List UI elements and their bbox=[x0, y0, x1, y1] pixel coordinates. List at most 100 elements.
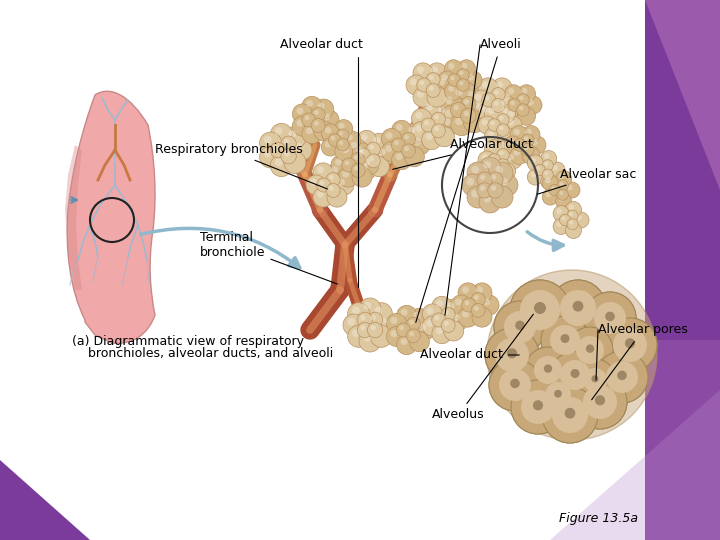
Circle shape bbox=[499, 161, 503, 165]
Circle shape bbox=[314, 110, 319, 115]
Circle shape bbox=[498, 105, 516, 123]
Circle shape bbox=[485, 105, 503, 123]
Circle shape bbox=[570, 369, 580, 378]
Circle shape bbox=[467, 178, 474, 186]
Circle shape bbox=[513, 150, 520, 156]
Circle shape bbox=[544, 364, 552, 373]
Circle shape bbox=[422, 100, 441, 120]
Circle shape bbox=[503, 93, 510, 100]
Circle shape bbox=[406, 329, 420, 343]
Circle shape bbox=[499, 116, 503, 120]
Circle shape bbox=[356, 146, 363, 153]
Circle shape bbox=[451, 84, 472, 106]
Circle shape bbox=[325, 141, 331, 147]
Circle shape bbox=[374, 137, 380, 144]
Circle shape bbox=[455, 299, 462, 306]
Circle shape bbox=[478, 78, 498, 98]
Circle shape bbox=[487, 172, 503, 187]
Circle shape bbox=[366, 154, 380, 168]
Circle shape bbox=[544, 364, 552, 373]
Circle shape bbox=[495, 338, 529, 372]
Circle shape bbox=[455, 88, 463, 96]
Circle shape bbox=[528, 136, 546, 154]
Circle shape bbox=[482, 106, 489, 113]
Circle shape bbox=[426, 84, 440, 97]
Circle shape bbox=[434, 103, 454, 123]
Circle shape bbox=[594, 302, 626, 334]
Circle shape bbox=[297, 107, 303, 114]
Circle shape bbox=[434, 127, 454, 147]
Circle shape bbox=[542, 169, 553, 180]
Circle shape bbox=[520, 290, 560, 330]
Circle shape bbox=[488, 165, 495, 172]
Circle shape bbox=[553, 206, 569, 221]
Circle shape bbox=[488, 130, 495, 137]
Circle shape bbox=[557, 189, 568, 200]
Circle shape bbox=[314, 121, 319, 126]
Circle shape bbox=[385, 145, 392, 152]
Circle shape bbox=[405, 147, 424, 167]
Circle shape bbox=[488, 108, 495, 114]
Text: Figure 13.5a: Figure 13.5a bbox=[559, 512, 638, 525]
Circle shape bbox=[489, 359, 541, 411]
Circle shape bbox=[412, 109, 431, 129]
Circle shape bbox=[396, 323, 410, 337]
Circle shape bbox=[544, 176, 549, 182]
Circle shape bbox=[468, 114, 475, 122]
Circle shape bbox=[436, 300, 443, 307]
Circle shape bbox=[321, 124, 339, 142]
Circle shape bbox=[496, 82, 503, 89]
Circle shape bbox=[603, 318, 657, 372]
Circle shape bbox=[573, 212, 589, 228]
Circle shape bbox=[474, 295, 479, 300]
Circle shape bbox=[369, 157, 390, 177]
Circle shape bbox=[534, 164, 545, 176]
Circle shape bbox=[510, 379, 520, 388]
Circle shape bbox=[352, 307, 360, 314]
Circle shape bbox=[374, 307, 382, 314]
Circle shape bbox=[451, 295, 471, 315]
Circle shape bbox=[499, 151, 503, 155]
Circle shape bbox=[391, 138, 405, 152]
Circle shape bbox=[342, 171, 349, 178]
Text: Alveolus: Alveolus bbox=[432, 314, 534, 422]
Circle shape bbox=[583, 385, 617, 419]
Circle shape bbox=[423, 304, 442, 324]
Circle shape bbox=[284, 152, 306, 173]
Text: Alveoli: Alveoli bbox=[416, 38, 522, 322]
Circle shape bbox=[518, 107, 536, 125]
Circle shape bbox=[576, 215, 582, 220]
Circle shape bbox=[551, 351, 599, 399]
Circle shape bbox=[508, 139, 514, 145]
Circle shape bbox=[366, 142, 380, 156]
Text: Alveolar duct: Alveolar duct bbox=[280, 38, 363, 287]
Polygon shape bbox=[450, 340, 720, 540]
Circle shape bbox=[488, 119, 500, 131]
Circle shape bbox=[550, 325, 580, 355]
Circle shape bbox=[559, 214, 571, 226]
Circle shape bbox=[586, 345, 594, 353]
Circle shape bbox=[464, 87, 485, 109]
Circle shape bbox=[485, 328, 539, 382]
Circle shape bbox=[497, 113, 509, 126]
Circle shape bbox=[410, 135, 430, 155]
Circle shape bbox=[567, 185, 573, 191]
Circle shape bbox=[461, 108, 476, 124]
Circle shape bbox=[374, 329, 382, 337]
Circle shape bbox=[441, 105, 462, 127]
Circle shape bbox=[390, 317, 397, 324]
Circle shape bbox=[361, 134, 368, 141]
Circle shape bbox=[574, 359, 616, 401]
Circle shape bbox=[334, 175, 354, 195]
Circle shape bbox=[549, 162, 565, 178]
Circle shape bbox=[410, 332, 429, 352]
Circle shape bbox=[417, 91, 424, 98]
Circle shape bbox=[360, 325, 366, 330]
Circle shape bbox=[546, 178, 551, 184]
Circle shape bbox=[564, 182, 580, 198]
Circle shape bbox=[336, 129, 349, 141]
Circle shape bbox=[550, 325, 580, 355]
Circle shape bbox=[346, 152, 366, 172]
Circle shape bbox=[552, 165, 558, 171]
Circle shape bbox=[497, 124, 509, 137]
